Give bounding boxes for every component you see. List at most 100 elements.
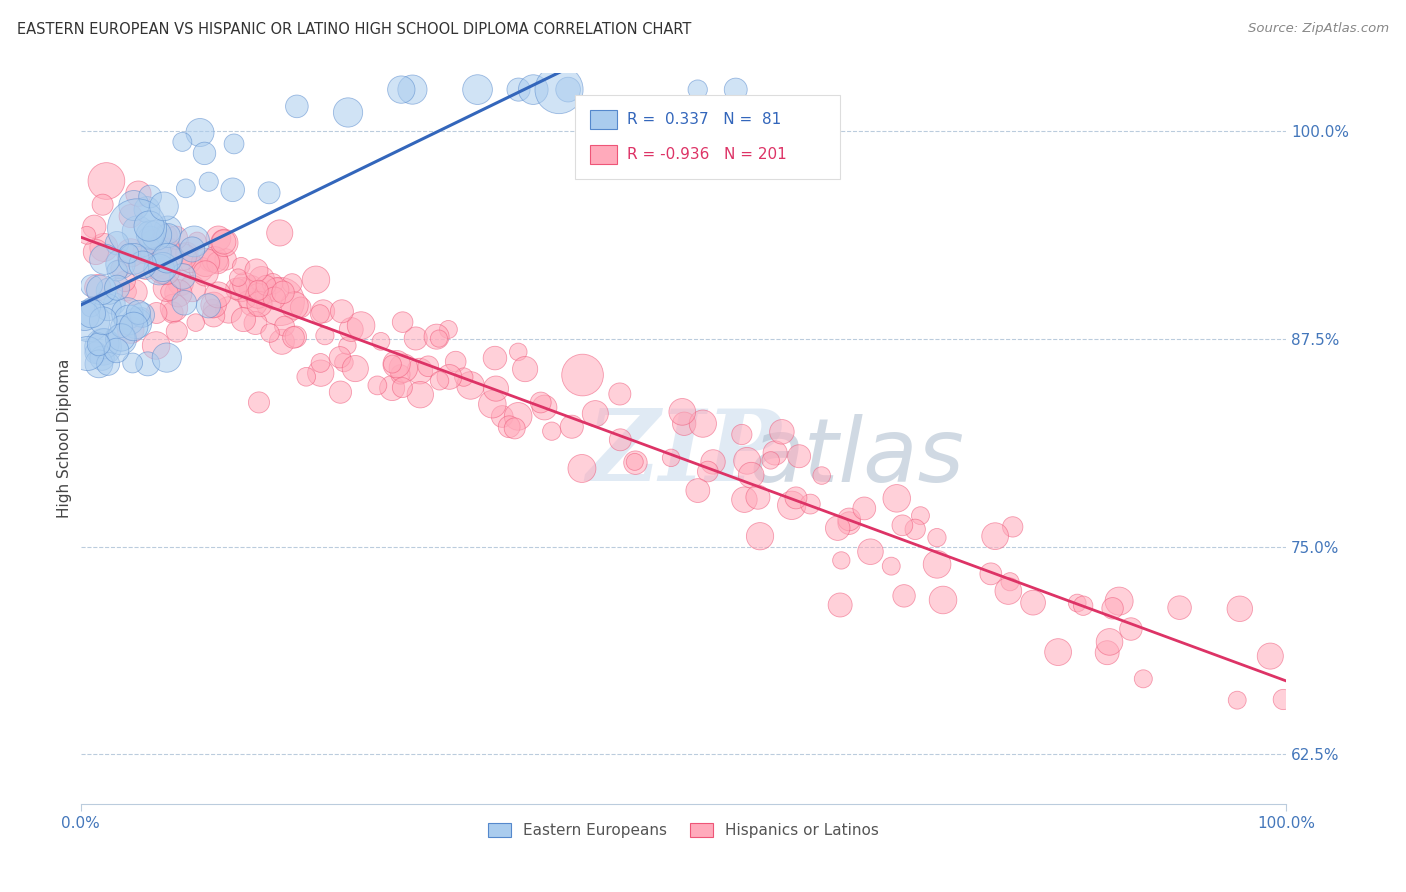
Point [530,395,553,409]
Point [344,361,367,376]
Point [197,299,219,313]
Point [226,270,249,285]
Point [904,522,927,536]
Point [80,278,103,293]
Point [1047,645,1070,659]
Point [686,483,709,498]
Point [139,227,162,242]
Point [1272,692,1295,706]
Point [108,261,131,276]
Point [152,244,174,259]
Point [179,255,201,269]
Point [121,356,143,370]
Point [880,559,903,574]
Point [183,235,205,249]
Point [1001,520,1024,534]
Point [124,285,146,299]
Point [194,267,217,281]
Point [444,354,467,368]
Point [122,319,145,334]
Point [330,304,353,318]
Point [139,189,162,203]
FancyBboxPatch shape [575,95,839,179]
Point [80,301,103,315]
Text: Source: ZipAtlas.com: Source: ZipAtlas.com [1249,22,1389,36]
Point [859,545,882,559]
Point [202,298,225,312]
Point [93,252,115,267]
Point [659,450,682,465]
Point [998,574,1021,589]
Point [153,199,176,213]
Point [513,362,536,376]
Point [731,427,754,442]
Point [127,305,149,319]
Point [181,243,204,257]
Point [673,417,696,431]
Point [129,310,152,324]
Point [131,258,153,272]
Point [247,395,270,409]
Point [763,446,786,460]
Point [381,357,404,371]
Point [242,295,264,310]
Point [194,255,217,269]
Point [136,202,159,217]
Point [571,368,593,382]
Point [273,319,295,334]
Point [156,223,179,237]
Point [77,314,100,328]
Point [96,174,118,188]
Text: atlas: atlas [749,414,965,500]
Point [98,284,121,298]
Point [198,253,221,268]
Point [157,244,180,258]
Point [571,461,593,475]
Point [557,82,579,96]
Point [309,307,332,321]
Point [385,357,408,371]
Point [925,531,948,545]
Point [270,334,292,349]
Point [120,323,142,337]
Point [893,589,915,603]
Text: EASTERN EUROPEAN VS HISPANIC OR LATINO HIGH SCHOOL DIPLOMA CORRELATION CHART: EASTERN EUROPEAN VS HISPANIC OR LATINO H… [17,22,692,37]
Point [157,251,180,265]
Point [190,262,212,277]
Point [686,82,709,96]
Point [429,374,451,388]
Point [1119,622,1142,636]
Point [221,183,243,197]
Point [1071,599,1094,613]
Point [156,281,179,295]
Point [135,259,157,273]
Point [110,319,132,334]
Point [127,224,149,238]
Point [401,82,423,96]
Point [460,378,482,392]
Point [118,313,141,327]
Point [91,340,114,354]
Point [91,351,114,366]
Point [389,368,412,382]
Point [218,302,240,317]
Point [250,272,273,286]
Point [207,231,229,245]
Point [236,293,259,307]
Point [153,262,176,277]
Legend: Eastern Europeans, Hispanics or Latinos: Eastern Europeans, Hispanics or Latinos [482,817,884,844]
Point [370,334,392,349]
Point [138,219,160,233]
Point [207,288,229,302]
Point [886,491,908,506]
Point [337,105,360,120]
Point [305,273,328,287]
Point [740,468,762,483]
Point [87,280,110,294]
Point [170,276,193,290]
Point [157,228,180,243]
Point [329,351,352,365]
Point [212,235,235,249]
Point [186,234,208,248]
Point [105,264,128,278]
